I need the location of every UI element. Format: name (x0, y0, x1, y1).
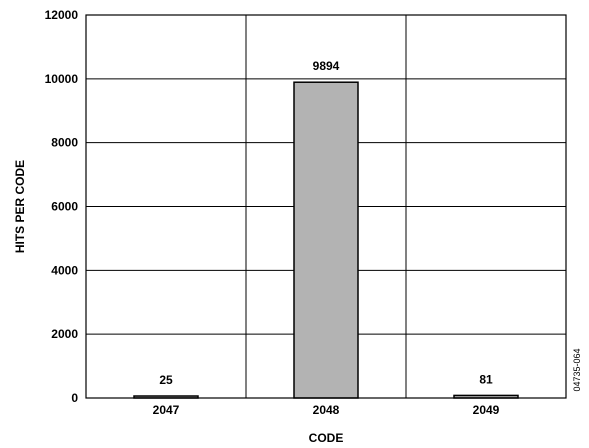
bar-value-label: 81 (479, 372, 493, 386)
y-tick-label: 6000 (51, 200, 78, 214)
bar (293, 81, 359, 399)
y-tick-label: 0 (71, 391, 78, 405)
x-tick-label: 2048 (313, 403, 340, 417)
y-axis-title: HITS PER CODE (13, 160, 27, 253)
x-axis-ticks: 2047 2048 2049 (153, 403, 500, 417)
data-labels: 25 9894 81 (159, 59, 493, 387)
plot-frame (85, 14, 567, 399)
bar-value-label: 9894 (313, 59, 340, 73)
bar-value-label: 25 (159, 373, 173, 387)
y-tick-label: 10000 (45, 72, 79, 86)
x-axis-title: CODE (309, 431, 344, 445)
bars (133, 81, 519, 399)
y-tick-label: 4000 (51, 263, 78, 277)
y-tick-label: 2000 (51, 327, 78, 341)
y-axis-ticks: 0 2000 4000 6000 8000 10000 12000 (45, 8, 79, 405)
y-tick-label: 12000 (45, 8, 79, 22)
y-tick-label: 8000 (51, 136, 78, 150)
figure-id: 04735-064 (572, 348, 582, 391)
x-tick-label: 2047 (153, 403, 180, 417)
x-tick-label: 2049 (473, 403, 500, 417)
